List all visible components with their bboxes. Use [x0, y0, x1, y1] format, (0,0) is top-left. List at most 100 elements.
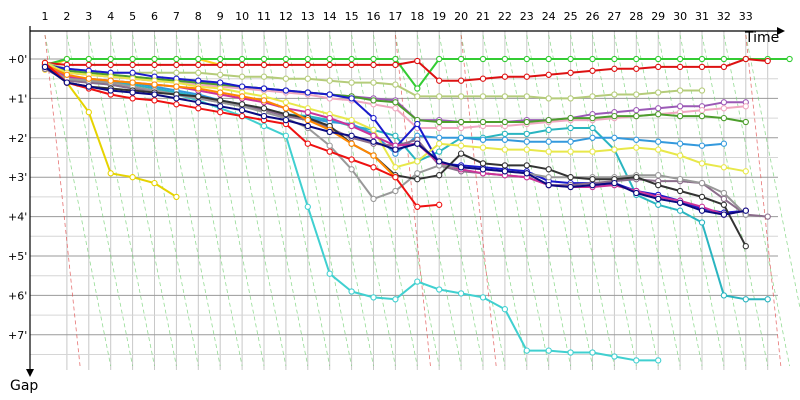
- data-point: [348, 122, 355, 130]
- data-point: [414, 203, 421, 210]
- x-tick-label: 13: [301, 10, 315, 23]
- data-point: [304, 140, 311, 147]
- data-point: [698, 87, 706, 94]
- data-point: [457, 142, 465, 149]
- data-point: [611, 179, 618, 187]
- data-point: [436, 201, 443, 208]
- data-point: [523, 170, 530, 177]
- data-point: [742, 103, 749, 110]
- data-point: [567, 69, 574, 76]
- data-point: [720, 201, 728, 208]
- data-point: [238, 101, 246, 108]
- data-point: [567, 55, 574, 63]
- data-point: [217, 103, 224, 110]
- data-point: [282, 55, 290, 63]
- data-point: [523, 55, 530, 63]
- data-point: [129, 174, 136, 181]
- data-point: [655, 146, 662, 153]
- data-point: [501, 146, 509, 153]
- x-tick-label: 26: [586, 10, 600, 23]
- data-point: [589, 148, 596, 155]
- data-point: [676, 152, 684, 159]
- data-point: [698, 160, 706, 167]
- data-point: [479, 144, 487, 151]
- data-point: [348, 116, 355, 124]
- data-point: [523, 146, 530, 153]
- data-point: [633, 136, 640, 143]
- data-point: [479, 75, 487, 82]
- x-tick-label: 27: [607, 10, 621, 23]
- data-point: [479, 55, 487, 63]
- data-point: [348, 288, 355, 295]
- data-point: [567, 114, 574, 122]
- lapped-dashed-line: [570, 34, 637, 367]
- data-point: [129, 61, 136, 69]
- data-point: [655, 138, 662, 145]
- data-point: [436, 134, 443, 141]
- data-point: [348, 156, 355, 163]
- data-point: [282, 132, 290, 139]
- x-tick-label: 7: [173, 10, 180, 23]
- data-point: [633, 174, 640, 181]
- data-point: [501, 162, 509, 169]
- data-point: [589, 55, 596, 63]
- data-point: [173, 101, 180, 108]
- series-line: [44, 58, 768, 82]
- data-point: [63, 55, 71, 63]
- x-axis-title: Time: [744, 30, 779, 46]
- data-point: [436, 172, 443, 179]
- x-tick-label: 24: [542, 10, 556, 23]
- data-point: [85, 83, 92, 90]
- data-point: [85, 61, 92, 69]
- data-point: [676, 55, 684, 63]
- x-tick-label: 28: [629, 10, 643, 23]
- x-tick-label: 31: [695, 10, 709, 23]
- data-point: [545, 116, 552, 124]
- data-point: [414, 158, 421, 165]
- data-point: [501, 168, 509, 175]
- data-point: [589, 67, 596, 74]
- data-point: [436, 77, 443, 84]
- lapped-dashed-line: [285, 34, 352, 367]
- data-point: [633, 55, 640, 63]
- data-point: [436, 286, 443, 293]
- data-point: [545, 148, 552, 155]
- data-point: [195, 99, 202, 106]
- data-point: [107, 61, 114, 69]
- lapped-dashed-line-red: [745, 34, 782, 367]
- data-point: [326, 61, 333, 69]
- data-point: [392, 55, 399, 63]
- data-point: [479, 118, 487, 126]
- data-point: [195, 93, 202, 100]
- data-point: [260, 55, 268, 63]
- lapped-dashed-line: [460, 34, 528, 367]
- data-point: [238, 93, 246, 100]
- data-point: [370, 114, 377, 122]
- data-point: [742, 296, 749, 303]
- data-point: [567, 174, 574, 181]
- data-point: [195, 77, 202, 84]
- data-point: [436, 140, 443, 147]
- data-point: [326, 77, 333, 84]
- data-point: [370, 97, 377, 104]
- x-tick-label: 19: [432, 10, 446, 23]
- data-point: [326, 128, 333, 136]
- data-point: [370, 138, 377, 145]
- data-point: [633, 65, 640, 72]
- data-point: [129, 79, 136, 86]
- data-point: [173, 95, 180, 102]
- data-point: [304, 122, 311, 130]
- data-point: [698, 63, 706, 71]
- data-point: [63, 79, 71, 86]
- data-point: [260, 105, 268, 112]
- lapped-dashed-line: [176, 34, 243, 367]
- lapped-dashed-line: [44, 34, 112, 367]
- data-point: [436, 55, 443, 63]
- data-point: [698, 107, 706, 114]
- data-point: [326, 142, 333, 149]
- data-point: [326, 55, 333, 63]
- data-point: [655, 111, 662, 118]
- data-point: [742, 168, 749, 175]
- data-point: [457, 124, 465, 132]
- data-point: [217, 61, 224, 69]
